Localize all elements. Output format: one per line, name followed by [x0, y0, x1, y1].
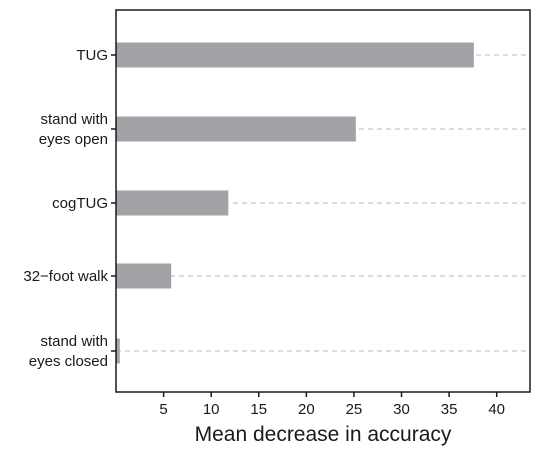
x-tick-label: 15 [250, 401, 267, 418]
bar [116, 190, 229, 216]
bar [116, 42, 474, 68]
x-tick-label: 40 [488, 401, 505, 418]
x-tick-label: 35 [441, 401, 458, 418]
y-axis-categories: TUG stand with eyes open cogTUG 32−foot walk… [23, 47, 116, 370]
bar [116, 338, 120, 364]
bars [116, 42, 474, 364]
x-tick-label: 5 [159, 401, 167, 418]
plot-frame [115, 9, 531, 393]
x-tick-label: 20 [298, 401, 315, 418]
x-tick-label: 10 [203, 401, 220, 418]
category-label: stand with eyes closed [29, 333, 108, 370]
bar [116, 116, 356, 142]
x-tick-label: 30 [393, 401, 410, 418]
x-axis-title: Mean decrease in accuracy [195, 423, 452, 446]
x-axis-ticks: 5 10 15 20 25 30 35 40 [159, 392, 505, 418]
x-tick-label: 25 [346, 401, 363, 418]
bar [116, 263, 172, 289]
category-label: stand with eyes open [39, 111, 108, 148]
category-label: 32−foot walk [23, 268, 108, 285]
category-label: TUG [76, 47, 108, 64]
category-label: cogTUG [52, 195, 108, 212]
